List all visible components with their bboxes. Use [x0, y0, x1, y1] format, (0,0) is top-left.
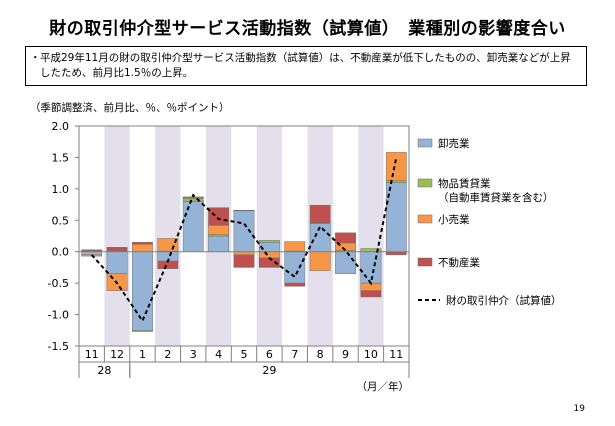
bar-segment [106, 247, 128, 252]
shaded-column [256, 126, 283, 346]
x-tick-label: 5 [241, 348, 248, 361]
shaded-column [358, 126, 384, 346]
bar-segment [385, 182, 407, 252]
x-tick-label: 9 [342, 348, 349, 361]
x-tick-label: 1 [139, 348, 146, 361]
legend-swatch [417, 214, 433, 224]
bar-segment [132, 330, 153, 332]
y-tick-label: 0.0 [52, 246, 70, 259]
x-tick-label: 11 [85, 348, 99, 361]
legend-label: 財の取引仲介（試算値） [446, 294, 562, 307]
bar-segment [258, 240, 280, 243]
bar-segment [233, 209, 255, 212]
note-bullet: ・ [30, 52, 41, 64]
unit-label: （季節調整済、前月比、％、％ポイント） [30, 102, 230, 114]
x-tick-label: 4 [215, 348, 222, 361]
y-tick-label: 2.0 [52, 120, 70, 133]
x-tick-label: 11 [389, 348, 403, 361]
x-tick-label: 6 [266, 348, 273, 361]
legend-label: 小売業 [438, 213, 470, 226]
x-tick-label: 3 [190, 348, 197, 361]
bar-segment [106, 251, 128, 274]
bar-segment [182, 201, 204, 252]
x-axis-unit: （月／年） [357, 380, 410, 393]
y-tick-label: 0.5 [52, 214, 70, 227]
bar-segment [182, 198, 204, 202]
bar-segment [208, 225, 230, 235]
year-label: 29 [262, 364, 276, 377]
bar-segment [309, 204, 331, 224]
y-tick-label: 1.5 [52, 151, 70, 164]
bar-segment [335, 251, 356, 274]
bar-segment [233, 210, 255, 252]
legend-swatch [417, 178, 433, 188]
page-number: 19 [573, 404, 585, 414]
x-tick-label: 12 [110, 348, 124, 361]
page-title: 財の取引仲介型サービス活動指数（試算値） 業種別の影響度合い [49, 19, 566, 39]
x-tick-label: 10 [364, 348, 378, 361]
x-tick-label: 2 [164, 348, 171, 361]
bar-segment [81, 249, 103, 252]
legend-swatch [417, 257, 433, 267]
bar-segment [132, 242, 153, 245]
legend-sublabel: （自動車賃貸業を含む） [438, 191, 554, 204]
bar-segment [360, 290, 382, 298]
bar-segment [309, 251, 331, 271]
bar-segment [284, 251, 306, 284]
bar-segment [335, 232, 356, 244]
legend-label: 卸売業 [438, 137, 470, 150]
y-tick-label: -0.5 [48, 277, 69, 290]
y-tick-label: -1.5 [48, 340, 69, 353]
x-tick-label: 7 [291, 348, 298, 361]
bar-segment [233, 254, 255, 268]
bar-segment [208, 235, 230, 252]
shaded-column [155, 126, 181, 346]
y-tick-label: -1.0 [48, 309, 69, 322]
bar-segment [208, 207, 230, 226]
y-tick-label: 1.0 [52, 183, 70, 196]
bar-segment [284, 282, 306, 287]
bar-segment [385, 180, 407, 183]
shaded-column [104, 126, 130, 346]
summary-note: ・ 平成29年11月の財の取引仲介型サービス活動指数（試算値）は、不動産業が低下… [25, 46, 587, 86]
x-tick-label: 8 [317, 348, 324, 361]
plot-area [78, 125, 410, 347]
legend-label: 物品賃貸業 [438, 177, 491, 190]
legend-swatch [417, 138, 433, 148]
bar-segment [132, 243, 153, 252]
bar-segment [258, 251, 280, 259]
year-label: 28 [97, 364, 111, 377]
legend-label: 不動産業 [438, 256, 480, 269]
bar-segment [284, 241, 306, 252]
note-text: 平成29年11月の財の取引仲介型サービス活動指数（試算値）は、不動産業が低下した… [40, 52, 571, 79]
bar-segment [385, 152, 407, 181]
